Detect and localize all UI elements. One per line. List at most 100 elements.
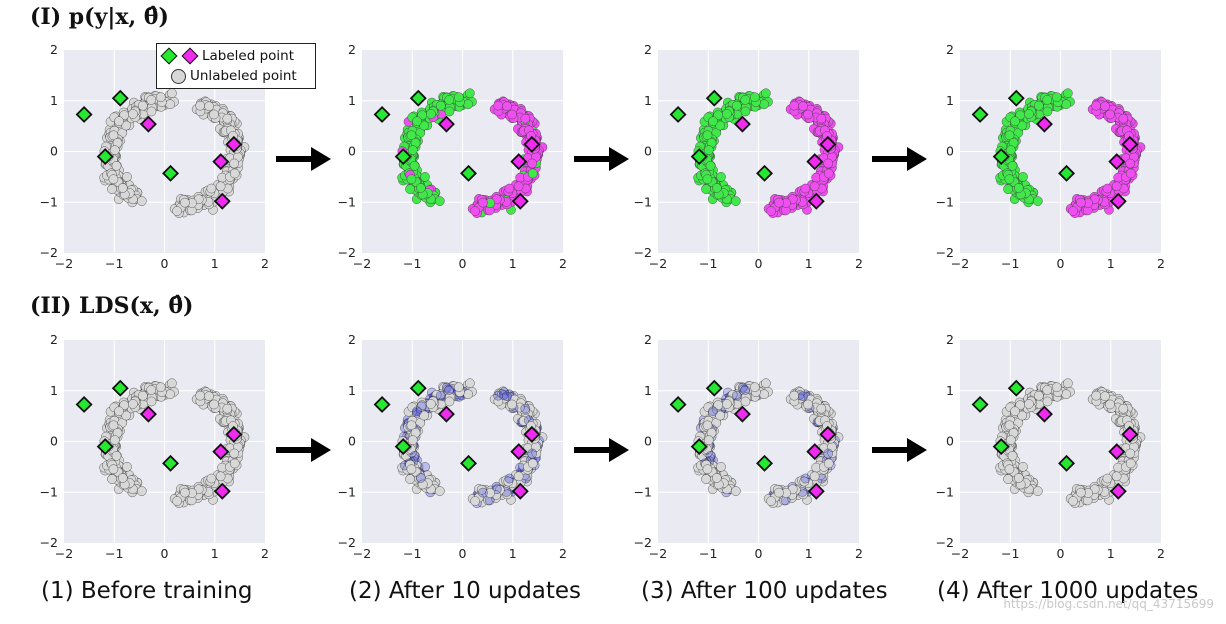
unlabeled-point (406, 420, 417, 431)
unlabeled-point (417, 479, 428, 490)
arrow-shaft (276, 156, 313, 162)
unlabeled-point (1125, 458, 1136, 469)
unlabeled-point (1033, 390, 1044, 401)
gray-circle-marker (171, 69, 186, 84)
unlabeled-point (470, 206, 480, 216)
unlabeled-point (507, 109, 517, 120)
unlabeled-point (1042, 385, 1053, 395)
unlabeled-point (107, 474, 117, 484)
caption-after-100-updates: (3) After 100 updates (641, 578, 888, 604)
unlabeled-point (108, 130, 119, 141)
unlabeled-point (708, 406, 718, 417)
unlabeled-point (740, 385, 751, 395)
unlabeled-point (507, 399, 517, 410)
labeled-point-magenta (212, 443, 230, 461)
labeled-point-green (75, 105, 93, 123)
unlabeled-point (1010, 406, 1020, 417)
labeled-point-green (111, 379, 129, 397)
y-tick-label: 2 (946, 42, 954, 57)
labeled-point-magenta (806, 443, 824, 461)
unlabeled-point (409, 160, 420, 171)
unlabeled-point (415, 183, 426, 193)
watermark-url: https://blog.csdn.net/qq_43715699 (1003, 597, 1214, 611)
unlabeled-point (701, 184, 711, 194)
labeled-point-green (409, 89, 427, 107)
unlabeled-point (702, 174, 713, 185)
unlabeled-point (1032, 486, 1043, 496)
x-tick-label: 1 (509, 256, 517, 271)
x-tick-label: 1 (509, 546, 517, 561)
x-tick-label: 1 (1107, 546, 1115, 561)
unlabeled-point (478, 197, 488, 208)
unlabeled-point (222, 403, 233, 414)
labeled-point-green (992, 148, 1010, 166)
y-tick-label: 1 (644, 383, 652, 398)
y-tick-label: −1 (634, 194, 652, 209)
unlabeled-point (1091, 390, 1102, 401)
unlabeled-point (146, 385, 157, 395)
x-tick-label: −1 (699, 256, 717, 271)
unlabeled-point (209, 109, 219, 120)
labeled-point-green (971, 395, 989, 413)
unlabeled-point (766, 496, 776, 506)
unlabeled-point (1018, 171, 1028, 182)
arrow-shaft (872, 447, 909, 453)
unlabeled-point (419, 410, 429, 421)
y-tick-label: 0 (50, 434, 58, 449)
unlabeled-point (1010, 116, 1020, 127)
unlabeled-point (1024, 399, 1034, 409)
progress-arrow (872, 438, 927, 462)
y-tick-label: −2 (40, 535, 58, 550)
x-tick-label: −2 (951, 256, 969, 271)
unlabeled-point (774, 197, 784, 208)
unlabeled-point (502, 391, 512, 402)
unlabeled-point (195, 390, 206, 401)
labeled-point-green (1058, 454, 1076, 472)
unlabeled-point (731, 390, 742, 401)
y-tick-label: 0 (946, 144, 954, 159)
y-tick-label: 0 (644, 144, 652, 159)
unlabeled-point (108, 174, 119, 185)
unlabeled-point (1004, 464, 1015, 475)
scatter-panel-rowII-stage4: −2 2 −1 1 0 0 1 −1 2 −2 (936, 332, 1165, 561)
unlabeled-point (155, 92, 166, 103)
labeled-point-magenta (213, 482, 231, 500)
x-tick-label: 2 (855, 546, 863, 561)
x-tick-label: 2 (855, 256, 863, 271)
unlabeled-point (722, 399, 732, 409)
unlabeled-point (520, 403, 531, 414)
y-tick-label: 1 (946, 383, 954, 398)
x-tick-label: −2 (649, 546, 667, 561)
labeled-point-magenta (1121, 425, 1139, 443)
unlabeled-point (798, 101, 808, 112)
scatter-panel-rowI-stage2: −2 2 −1 1 0 0 1 −1 2 −2 (338, 42, 567, 271)
unlabeled-point (453, 382, 464, 393)
unlabeled-point (513, 471, 524, 482)
unlabeled-point (444, 95, 455, 105)
x-tick-label: 0 (161, 546, 169, 561)
unlabeled-point (493, 100, 504, 111)
unlabeled-point (121, 120, 131, 131)
unlabeled-point (435, 390, 446, 401)
scatter-panel-rowI-stage3: −2 2 −1 1 0 0 1 −1 2 −2 (634, 42, 863, 271)
unlabeled-point (229, 158, 240, 169)
unlabeled-point (117, 183, 128, 193)
unlabeled-point (759, 389, 769, 400)
unlabeled-point (789, 390, 800, 401)
y-tick-label: −2 (338, 245, 356, 260)
x-tick-label: 0 (459, 546, 467, 561)
x-tick-label: 1 (805, 546, 813, 561)
unlabeled-point (740, 106, 751, 117)
unlabeled-point (1003, 184, 1013, 194)
labeled-point-magenta (139, 115, 157, 133)
labeled-point-green (460, 454, 478, 472)
y-tick-label: 1 (50, 93, 58, 108)
unlabeled-point (493, 390, 504, 401)
labeled-point-magenta (1035, 405, 1053, 423)
y-tick-label: −2 (634, 245, 652, 260)
legend: Labeled point Unlabeled point (156, 43, 316, 89)
unlabeled-point (444, 385, 455, 395)
unlabeled-point (730, 196, 741, 206)
unlabeled-point (453, 92, 464, 103)
x-tick-label: 1 (1107, 256, 1115, 271)
